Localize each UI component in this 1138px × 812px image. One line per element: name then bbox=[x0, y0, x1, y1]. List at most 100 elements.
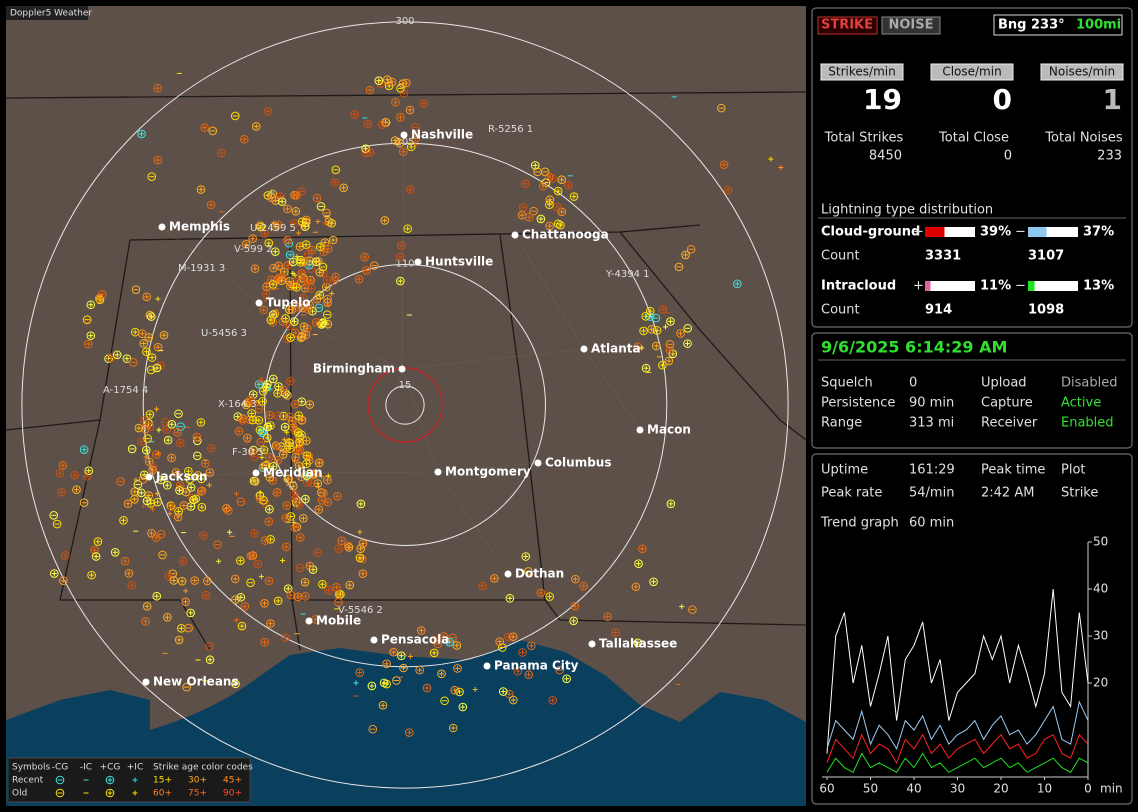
symbol-ring bbox=[142, 292, 152, 302]
strike-button[interactable] bbox=[817, 16, 878, 35]
noise-button-label[interactable]: NOISE bbox=[888, 18, 933, 33]
symbol-ring bbox=[159, 330, 169, 340]
symbol-ring bbox=[142, 347, 151, 356]
symbol-ring bbox=[345, 580, 355, 590]
city-label: Atlanta bbox=[591, 342, 641, 356]
city-label: Tupelo bbox=[266, 296, 311, 310]
status-item: Capture bbox=[981, 396, 1033, 411]
noise-button[interactable] bbox=[881, 16, 941, 35]
symbol-ring bbox=[87, 570, 96, 580]
symbol-ring bbox=[399, 663, 408, 673]
sign: + bbox=[913, 225, 924, 240]
symbol-ring bbox=[153, 155, 163, 165]
symbol-ring bbox=[290, 328, 300, 338]
symbol-ring bbox=[323, 497, 333, 507]
symbol-ring bbox=[268, 280, 278, 289]
symbol-ring bbox=[331, 165, 341, 175]
symbol-ring bbox=[520, 179, 530, 189]
symbol-ring bbox=[273, 455, 283, 465]
symbol-ring bbox=[268, 189, 278, 199]
count-value: 3107 bbox=[1028, 249, 1064, 264]
symbol-ring bbox=[49, 569, 59, 578]
x-tick-label: 0 bbox=[1084, 782, 1092, 796]
city-dot bbox=[534, 459, 542, 467]
symbol-ring bbox=[521, 552, 531, 561]
symbol-ring bbox=[277, 197, 287, 206]
legend-age: 15+ bbox=[153, 776, 172, 786]
symbol-ring bbox=[360, 252, 369, 262]
symbol-ring bbox=[284, 438, 294, 447]
symbol-ring bbox=[255, 425, 265, 435]
city-label: Tallahassee bbox=[599, 637, 677, 651]
city-dot bbox=[580, 345, 588, 353]
symbol-ring bbox=[179, 501, 189, 510]
symbol-ring bbox=[196, 418, 206, 427]
symbol-ring bbox=[350, 110, 359, 119]
symbol-ring bbox=[259, 305, 269, 315]
symbol-ring bbox=[571, 574, 580, 584]
symbol-ring bbox=[266, 619, 275, 628]
strike-button-label[interactable]: STRIKE bbox=[821, 18, 873, 33]
symbol-ring bbox=[313, 548, 322, 557]
total-label: Total Strikes bbox=[824, 131, 904, 146]
storm-label: U-2459 5 bbox=[250, 223, 296, 234]
symbol-ring bbox=[327, 218, 336, 228]
symbol-ring bbox=[294, 500, 304, 510]
symbol-ring bbox=[299, 293, 308, 303]
city-label: Mobile bbox=[316, 614, 361, 628]
symbol-ring bbox=[283, 236, 293, 245]
symbol-ring bbox=[158, 550, 167, 560]
symbol-ring bbox=[93, 537, 103, 546]
symbol-ring bbox=[299, 322, 309, 331]
symbol-ring bbox=[86, 300, 96, 310]
symbol-ring bbox=[396, 84, 405, 93]
symbol-ring bbox=[280, 422, 290, 432]
symbol-ring bbox=[57, 487, 66, 497]
rate-header-label: Close/min bbox=[942, 65, 1001, 79]
symbol-ring bbox=[202, 576, 212, 586]
symbol-ring bbox=[270, 222, 280, 231]
symbol-ring bbox=[191, 494, 201, 504]
datetime: 9/6/2025 6:14:29 AM bbox=[821, 338, 1007, 357]
symbol-ring bbox=[256, 437, 266, 447]
status-item: 0 bbox=[909, 376, 917, 391]
x-unit: min bbox=[1100, 782, 1123, 796]
symbol-ring bbox=[131, 285, 141, 294]
city-dot bbox=[158, 223, 166, 231]
symbol-ring bbox=[263, 379, 272, 389]
distribution-title: Lightning type distribution bbox=[821, 203, 993, 218]
symbol-ring bbox=[495, 637, 504, 646]
range: 100mi bbox=[1076, 18, 1121, 33]
symbol-ring bbox=[379, 678, 389, 688]
symbol-ring bbox=[268, 317, 278, 327]
symbol-ring bbox=[52, 519, 62, 529]
symbol-ring bbox=[323, 244, 333, 254]
symbol-ring bbox=[259, 445, 269, 455]
symbol-ring bbox=[293, 592, 302, 602]
symbol-ring bbox=[205, 468, 215, 477]
symbol-ring bbox=[169, 576, 179, 585]
symbol-ring bbox=[124, 569, 134, 578]
symbol-ring bbox=[139, 339, 149, 348]
symbol-ring bbox=[281, 314, 290, 323]
symbol-ring bbox=[723, 185, 733, 195]
legend-age: 90+ bbox=[223, 789, 242, 799]
symbol-ring bbox=[196, 185, 206, 194]
symbol-ring bbox=[312, 193, 322, 203]
symbol-ring bbox=[681, 250, 690, 260]
symbol-ring bbox=[332, 582, 341, 592]
symbol-ring bbox=[246, 578, 255, 588]
rate-header bbox=[1040, 63, 1124, 81]
symbol-ring bbox=[279, 385, 288, 395]
symbol-ring bbox=[152, 363, 162, 373]
storm-label: F-30 5 bbox=[232, 447, 264, 458]
symbol-ring bbox=[197, 474, 206, 484]
symbol-ring bbox=[147, 172, 156, 181]
legend-type: +CG bbox=[100, 763, 121, 773]
symbol-ring bbox=[122, 354, 132, 363]
symbol-ring bbox=[302, 451, 312, 460]
symbol-ring bbox=[237, 621, 247, 631]
symbol-ring bbox=[120, 556, 130, 566]
symbol-ring bbox=[651, 341, 661, 351]
symbol-ring bbox=[146, 365, 156, 375]
